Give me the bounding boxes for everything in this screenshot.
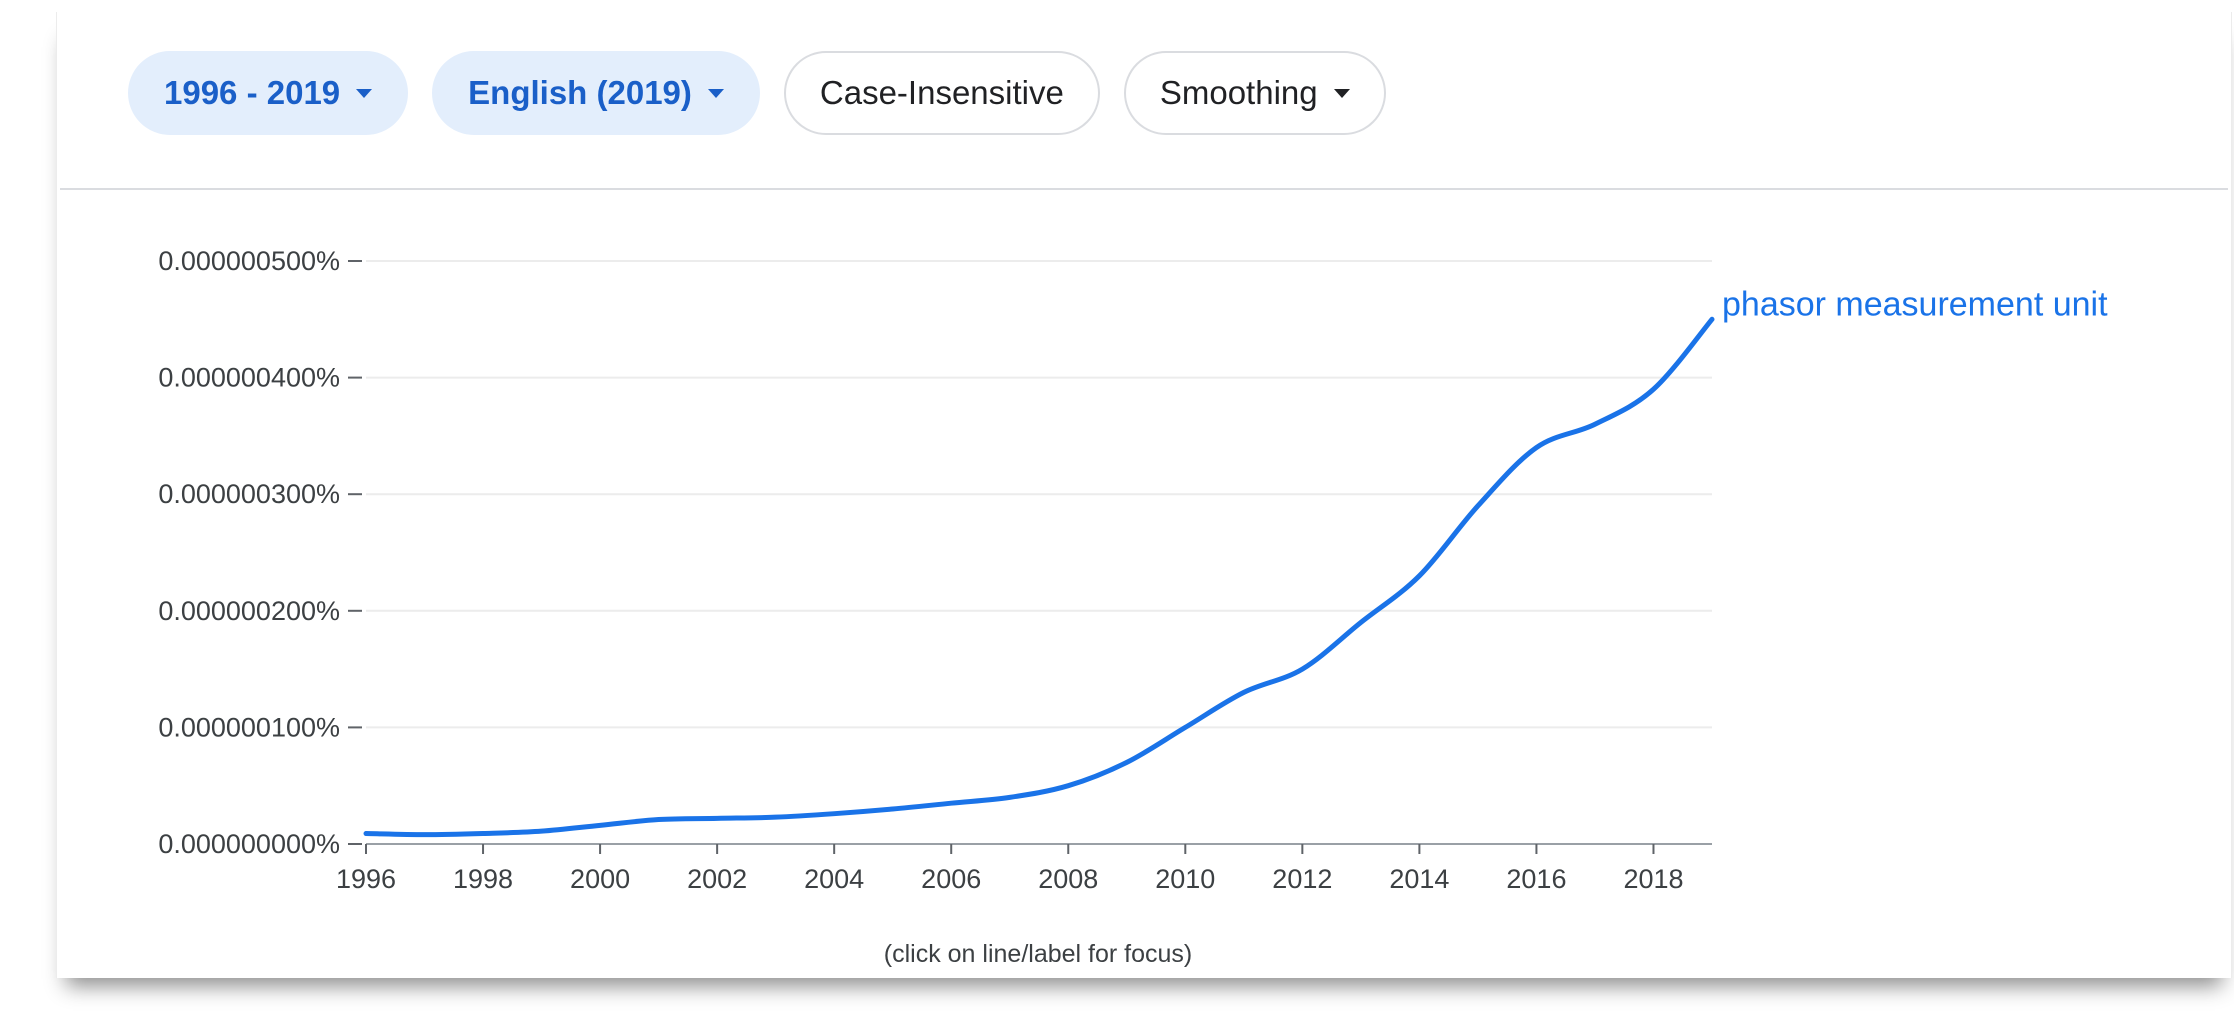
corpus-dropdown[interactable]: English (2019) (432, 51, 760, 135)
x-tick-label: 2012 (1272, 864, 1332, 894)
year-range-dropdown[interactable]: 1996 - 2019 (128, 51, 409, 135)
series-layer: phasor measurement unit (363, 285, 2108, 838)
x-tick-label: 2014 (1389, 864, 1449, 894)
series-label[interactable]: phasor measurement unit (1722, 285, 2108, 323)
x-tick-label: 2004 (804, 864, 864, 894)
y-tick-label: 0.000000000% (158, 829, 340, 859)
chevron-down-icon (1333, 88, 1350, 98)
chevron-down-icon (707, 88, 724, 98)
y-tick-label: 0.000000500% (158, 246, 340, 276)
smoothing-dropdown[interactable]: Smoothing (1123, 51, 1386, 135)
series-line[interactable] (363, 316, 1715, 838)
grid-layer (366, 260, 1712, 729)
x-tick-label: 2000 (570, 864, 630, 894)
filter-toolbar: 1996 - 2019 English (2019) Case-Insensit… (128, 50, 1386, 136)
x-tick-label: 2006 (921, 864, 981, 894)
year-range-label: 1996 - 2019 (164, 74, 341, 111)
x-tick-label: 2018 (1623, 864, 1683, 894)
y-tick-label: 0.000000400% (158, 363, 340, 393)
y-tick-label: 0.000000200% (158, 596, 340, 626)
x-tick-label: 1996 (336, 864, 396, 894)
x-tick-label: 2010 (1155, 864, 1215, 894)
x-tick-label: 2016 (1506, 864, 1566, 894)
smoothing-label: Smoothing (1159, 74, 1318, 111)
y-tick-label: 0.000000300% (158, 479, 340, 509)
x-tick-label: 2008 (1038, 864, 1098, 894)
x-tick-label: 1998 (453, 864, 513, 894)
case-insensitive-toggle[interactable]: Case-Insensitive (783, 51, 1100, 135)
toolbar-divider (60, 188, 2228, 190)
focus-hint: (click on line/label for focus) (884, 940, 1192, 968)
corpus-label: English (2019) (468, 74, 692, 111)
chevron-down-icon (356, 88, 373, 98)
x-tick-label: 2002 (687, 864, 747, 894)
y-tick-label: 0.000000100% (158, 712, 340, 742)
case-insensitive-label: Case-Insensitive (819, 74, 1064, 111)
axis-layer: 0.000000000% 0.000000100% 0.000000200% 0.00… (158, 246, 1712, 894)
